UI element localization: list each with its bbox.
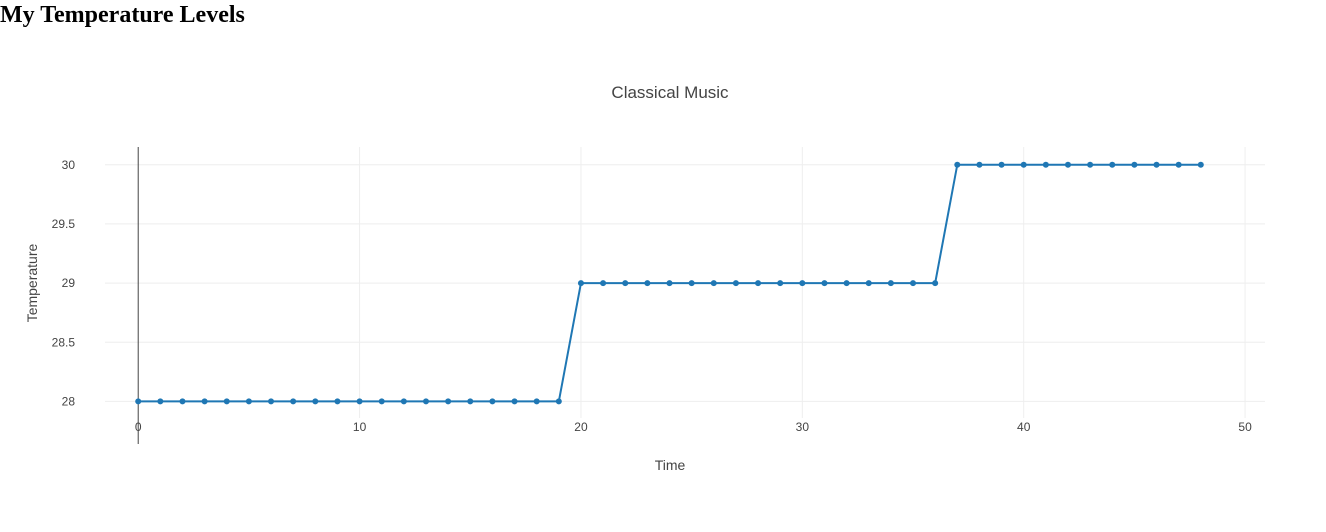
data-point xyxy=(157,398,164,405)
data-point xyxy=(688,280,695,287)
data-point xyxy=(755,280,762,287)
data-point xyxy=(555,398,562,405)
data-point xyxy=(356,398,363,405)
data-point xyxy=(467,398,474,405)
x-tick-label: 10 xyxy=(353,420,367,434)
data-point xyxy=(1153,161,1160,168)
data-point xyxy=(732,280,739,287)
y-axis-title: Temperature xyxy=(24,243,40,322)
data-point xyxy=(223,398,230,405)
data-point xyxy=(799,280,806,287)
data-point xyxy=(865,280,872,287)
page-heading: My Temperature Levels xyxy=(0,2,245,28)
y-tick-label: 28 xyxy=(62,394,76,408)
x-tick-label: 50 xyxy=(1238,420,1252,434)
data-point xyxy=(1064,161,1071,168)
data-point xyxy=(290,398,297,405)
data-point xyxy=(600,280,607,287)
chart-title: Classical Music xyxy=(611,83,729,102)
data-point xyxy=(533,398,540,405)
data-point xyxy=(976,161,983,168)
data-point xyxy=(334,398,341,405)
data-point xyxy=(179,398,186,405)
axis-layer: 28 28.5 29 29.5 30 0 10 20 30 40 50 xyxy=(52,147,1252,444)
y-tick-label: 28.5 xyxy=(52,335,76,349)
x-axis-title: Time xyxy=(655,457,686,473)
data-point xyxy=(445,398,452,405)
data-point xyxy=(932,280,939,287)
data-point xyxy=(1197,161,1204,168)
data-point xyxy=(821,280,828,287)
data-point xyxy=(245,398,252,405)
data-point xyxy=(843,280,850,287)
data-point xyxy=(312,398,319,405)
data-point xyxy=(1109,161,1116,168)
data-point xyxy=(1042,161,1049,168)
data-point xyxy=(622,280,629,287)
data-point xyxy=(201,398,208,405)
y-tick-label: 29.5 xyxy=(52,217,76,231)
data-point xyxy=(1020,161,1027,168)
data-point xyxy=(135,398,142,405)
y-tick-label: 30 xyxy=(62,158,76,172)
data-point xyxy=(644,280,651,287)
y-tick-label: 29 xyxy=(62,276,76,290)
data-point xyxy=(489,398,496,405)
x-tick-label: 30 xyxy=(796,420,810,434)
data-point xyxy=(1131,161,1138,168)
data-point xyxy=(910,280,917,287)
data-point xyxy=(1087,161,1094,168)
data-point xyxy=(422,398,429,405)
data-point xyxy=(400,398,407,405)
x-tick-label: 20 xyxy=(574,420,588,434)
data-point xyxy=(268,398,275,405)
data-point xyxy=(511,398,518,405)
data-point xyxy=(710,280,717,287)
data-point xyxy=(577,280,584,287)
data-point xyxy=(666,280,673,287)
data-point xyxy=(1175,161,1182,168)
series-layer xyxy=(135,161,1204,405)
data-point xyxy=(378,398,385,405)
data-point xyxy=(777,280,784,287)
x-tick-label: 40 xyxy=(1017,420,1031,434)
data-point xyxy=(887,280,894,287)
x-tick-label: 0 xyxy=(135,420,142,434)
data-point xyxy=(954,161,961,168)
data-point xyxy=(998,161,1005,168)
